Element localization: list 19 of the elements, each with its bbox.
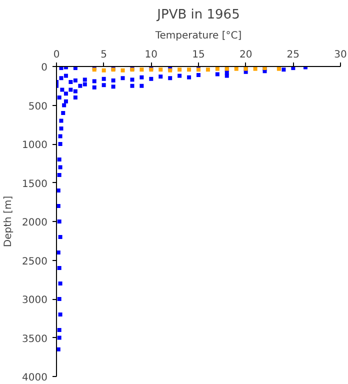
y-tick-label: 500 bbox=[28, 101, 48, 112]
y-tick-label: 1000 bbox=[22, 140, 48, 151]
x-tick-label: 25 bbox=[286, 50, 300, 60]
y-tick-label: 4000 bbox=[22, 372, 48, 384]
x-tick-label: 10 bbox=[144, 50, 158, 60]
x-tick-label: 0 bbox=[53, 50, 60, 60]
x-tick-label: 20 bbox=[239, 50, 252, 60]
y-tick-label: 2500 bbox=[22, 256, 48, 268]
x-tick-label: 15 bbox=[192, 50, 205, 60]
y-axis-title: Depth [m] bbox=[3, 196, 14, 248]
chart-title: JPVB in 1965 bbox=[156, 8, 240, 22]
y-tick-label: 2000 bbox=[22, 218, 48, 228]
y-tick-label: 1500 bbox=[22, 178, 48, 190]
x-tick-label: 30 bbox=[334, 50, 347, 60]
y-tick-label: 3000 bbox=[22, 295, 48, 306]
y-tick-label: 3500 bbox=[22, 334, 48, 345]
y-tick-label: 0 bbox=[41, 62, 48, 74]
x-axis-title: Temperature [°C] bbox=[154, 30, 242, 42]
x-tick-label: 5 bbox=[100, 50, 108, 60]
